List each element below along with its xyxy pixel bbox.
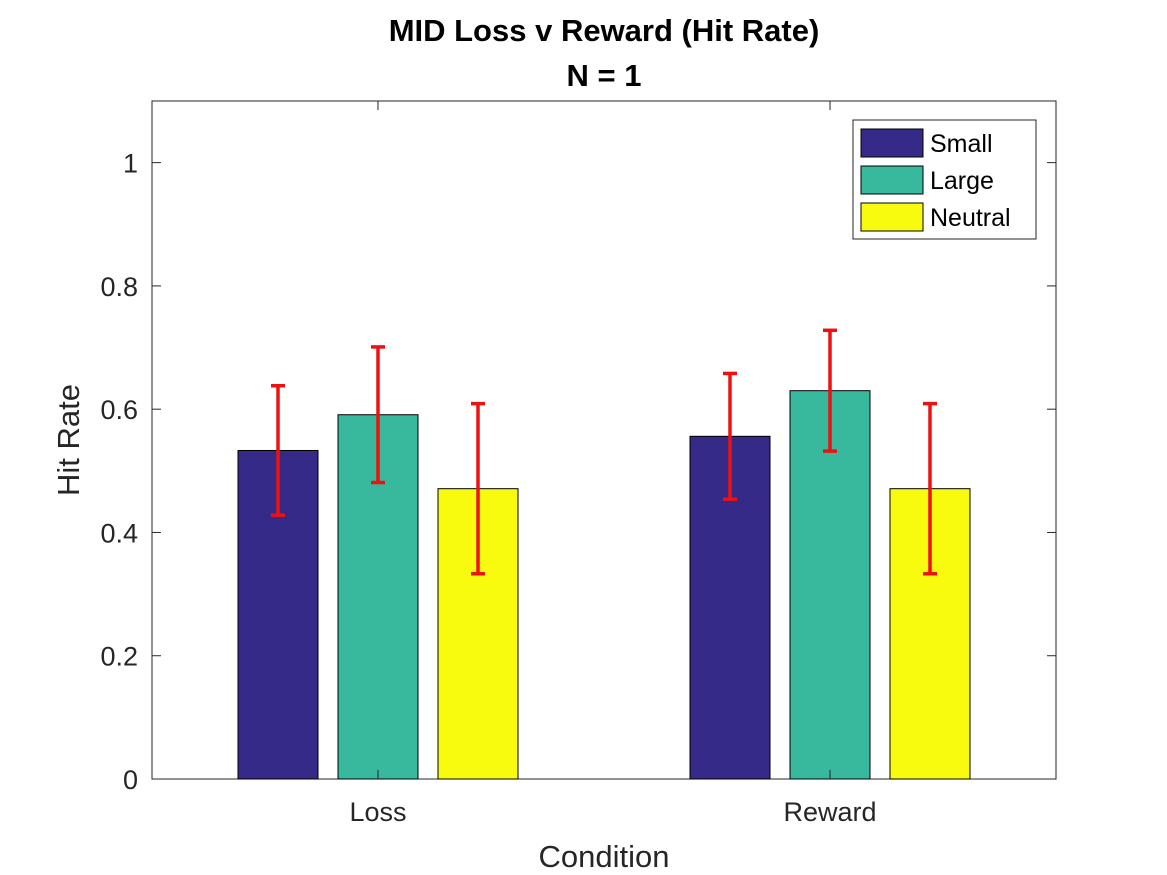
legend-label-neutral: Neutral <box>930 204 1011 232</box>
chart-subtitle: N = 1 <box>567 58 642 93</box>
legend-label-large: Large <box>930 167 994 195</box>
bar-large-reward <box>789 390 871 780</box>
x-tick-label: Loss <box>349 797 406 827</box>
error-bar-neutral-reward <box>923 401 937 576</box>
error-bar-small-reward <box>723 371 737 501</box>
y-axis: 0 0.2 0.4 0.6 0.8 1 <box>100 149 1056 795</box>
y-tick-label: 0 <box>123 765 138 795</box>
legend-swatch-small <box>860 128 924 158</box>
legend: Small Large Neutral <box>852 119 1037 240</box>
x-axis: Loss Reward <box>349 101 877 827</box>
legend-swatch-neutral <box>860 202 924 232</box>
y-axis-label: Hit Rate <box>51 384 86 496</box>
legend-label-small: Small <box>930 130 993 158</box>
y-tick-label: 0.2 <box>100 642 138 672</box>
error-bars-layer <box>271 328 937 576</box>
legend-swatch-large <box>860 165 924 195</box>
error-bar-neutral-loss <box>471 401 485 576</box>
y-tick-label: 1 <box>123 149 138 179</box>
x-axis-label: Condition <box>539 839 670 874</box>
x-tick-label: Reward <box>783 797 876 827</box>
chart-title: MID Loss v Reward (Hit Rate) <box>389 13 820 48</box>
y-tick-label: 0.6 <box>100 395 138 425</box>
y-tick-label: 0.4 <box>100 518 138 548</box>
y-tick-label: 0.8 <box>100 272 138 302</box>
error-bar-large-loss <box>371 345 385 485</box>
error-bar-large-reward <box>823 328 837 453</box>
error-bar-small-loss <box>271 384 285 517</box>
